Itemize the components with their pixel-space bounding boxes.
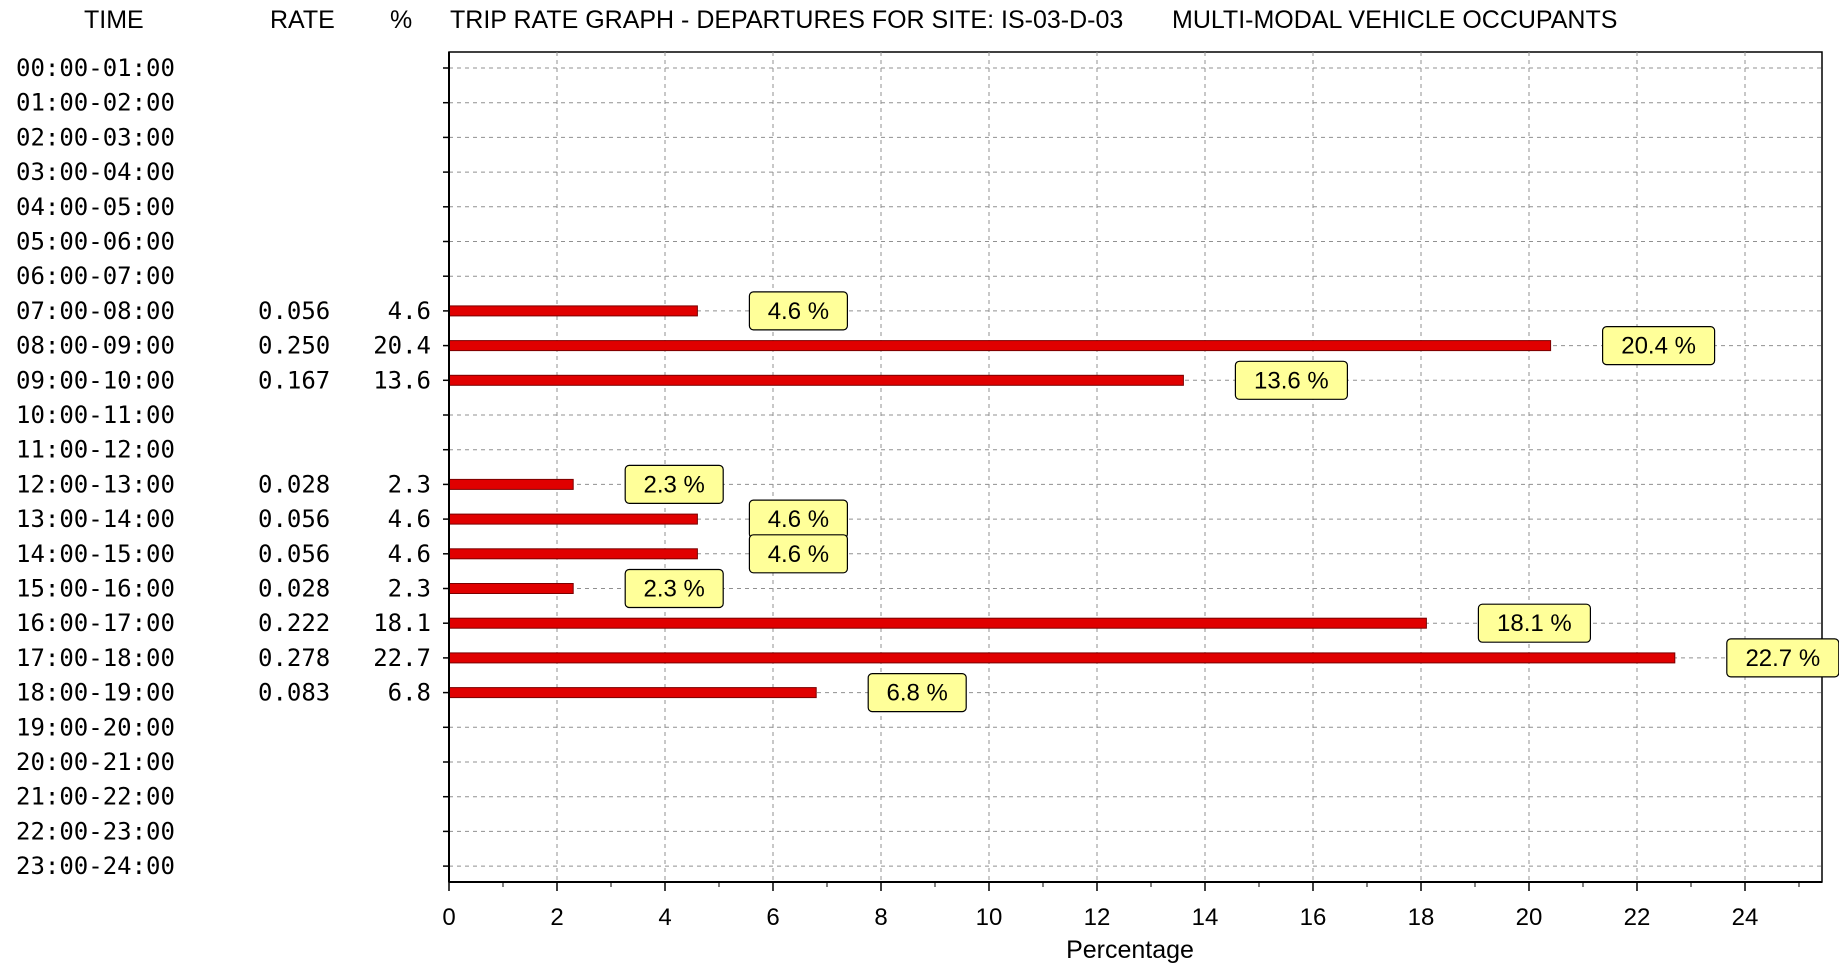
rate-value: 0.056: [258, 505, 330, 533]
time-label: 03:00-04:00: [16, 158, 175, 186]
data-label-box: [624, 568, 724, 609]
data-label: 4.6 %: [768, 506, 829, 533]
percent-value: 4.6: [388, 505, 431, 533]
x-tick-label: 20: [1516, 904, 1543, 931]
percent-value: 22.7: [373, 644, 431, 672]
percent-value: 4.6: [388, 540, 431, 568]
x-tick-label: 22: [1624, 904, 1651, 931]
chart-title: TRIP RATE GRAPH - DEPARTURES FOR SITE: I…: [450, 6, 1123, 34]
data-label-box: [1234, 360, 1349, 400]
rate-value: 0.083: [258, 679, 330, 707]
data-label-box: [624, 464, 724, 504]
time-label: 11:00-12:00: [16, 436, 175, 464]
bar: [448, 548, 698, 560]
data-label-box: [748, 291, 849, 331]
time-label: 02:00-03:00: [16, 123, 175, 151]
bar: [448, 687, 817, 699]
x-tick-label: 4: [658, 904, 671, 931]
x-tick-label: 14: [1192, 904, 1219, 931]
x-tick-label: 18: [1408, 904, 1435, 931]
bar: [448, 340, 1552, 352]
bar: [448, 617, 1427, 629]
percent-value: 2.3: [388, 470, 431, 498]
rate-value: 0.028: [258, 575, 330, 603]
time-label: 13:00-14:00: [16, 505, 175, 533]
time-label: 05:00-06:00: [16, 228, 175, 256]
percent-value: 2.3: [388, 575, 431, 603]
data-label-box: [1477, 603, 1592, 643]
time-label: 08:00-09:00: [16, 332, 175, 360]
time-label: 23:00-24:00: [16, 852, 175, 880]
data-label: 22.7 %: [1745, 645, 1820, 672]
percent-value: 6.8: [388, 679, 431, 707]
time-label: 14:00-15:00: [16, 540, 175, 568]
x-tick-label: 6: [766, 904, 779, 931]
x-tick-label: 16: [1300, 904, 1327, 931]
data-label-box: [867, 672, 967, 713]
rate-value: 0.250: [258, 332, 330, 360]
x-tick-label: 10: [976, 904, 1003, 931]
time-label: 10:00-11:00: [16, 401, 175, 429]
percent-value: 13.6: [373, 366, 431, 394]
row-labels: 00:00-01:00 01:00-02:00 02:00-03:00 03:00-0…: [16, 54, 449, 880]
x-tick-label: 24: [1732, 904, 1759, 931]
data-label: 13.6 %: [1254, 367, 1329, 394]
time-label: 09:00-10:00: [16, 366, 175, 394]
rate-value: 0.167: [258, 366, 330, 394]
x-axis-label: Percentage: [1066, 936, 1194, 964]
rate-value: 0.056: [258, 297, 330, 325]
bar: [448, 478, 574, 490]
time-label: 19:00-20:00: [16, 713, 175, 741]
rate-value: 0.056: [258, 540, 330, 568]
data-label: 4.6 %: [768, 541, 829, 568]
rate-value: 0.028: [258, 470, 330, 498]
data-label: 2.3 %: [644, 471, 705, 498]
data-label-box: [748, 534, 849, 574]
time-label: 07:00-08:00: [16, 297, 175, 325]
time-label: 18:00-19:00: [16, 679, 175, 707]
x-tick-label: 8: [874, 904, 887, 931]
time-label: 04:00-05:00: [16, 193, 175, 221]
header-rate: RATE: [270, 6, 335, 34]
x-tick-label: 2: [550, 904, 563, 931]
time-label: 15:00-16:00: [16, 575, 175, 603]
time-label: 12:00-13:00: [16, 470, 175, 498]
rate-value: 0.222: [258, 609, 330, 637]
bars: [448, 305, 1676, 699]
time-label: 17:00-18:00: [16, 644, 175, 672]
percent-value: 20.4: [373, 332, 431, 360]
time-label: 06:00-07:00: [16, 262, 175, 290]
data-label: 4.6 %: [768, 298, 829, 325]
x-tick-label: 12: [1084, 904, 1111, 931]
percent-value: 4.6: [388, 297, 431, 325]
bar: [448, 513, 698, 525]
chart-subtitle: MULTI-MODAL VEHICLE OCCUPANTS: [1172, 6, 1617, 34]
bar: [448, 652, 1676, 664]
header-percent: %: [390, 6, 412, 34]
rate-value: 0.278: [258, 644, 330, 672]
time-label: 01:00-02:00: [16, 89, 175, 117]
bar: [448, 374, 1184, 386]
bar: [448, 583, 574, 594]
time-label: 22:00-23:00: [16, 817, 175, 845]
time-label: 00:00-01:00: [16, 54, 175, 82]
header-time: TIME: [84, 6, 144, 34]
bar: [448, 305, 698, 317]
time-label: 16:00-17:00: [16, 609, 175, 637]
data-label: 20.4 %: [1621, 333, 1696, 360]
x-axis-ticks: 0 2 4 6 8 10 12 14 16 18 20 22 24: [442, 882, 1800, 931]
time-label: 21:00-22:00: [16, 783, 175, 811]
data-label-box: [1601, 326, 1716, 366]
percent-value: 18.1: [373, 609, 431, 637]
data-label: 18.1 %: [1497, 610, 1572, 637]
data-label: 2.3 %: [644, 576, 705, 603]
data-label: 6.8 %: [887, 680, 948, 707]
gridlines: [449, 52, 1822, 882]
x-tick-label: 0: [442, 904, 455, 931]
data-labels: 4.6 % 20.4 % 13.6 % 2.3 % 4.6 % 4.6 % 2.3 % 18.…: [624, 291, 1839, 713]
time-label: 20:00-21:00: [16, 748, 175, 776]
